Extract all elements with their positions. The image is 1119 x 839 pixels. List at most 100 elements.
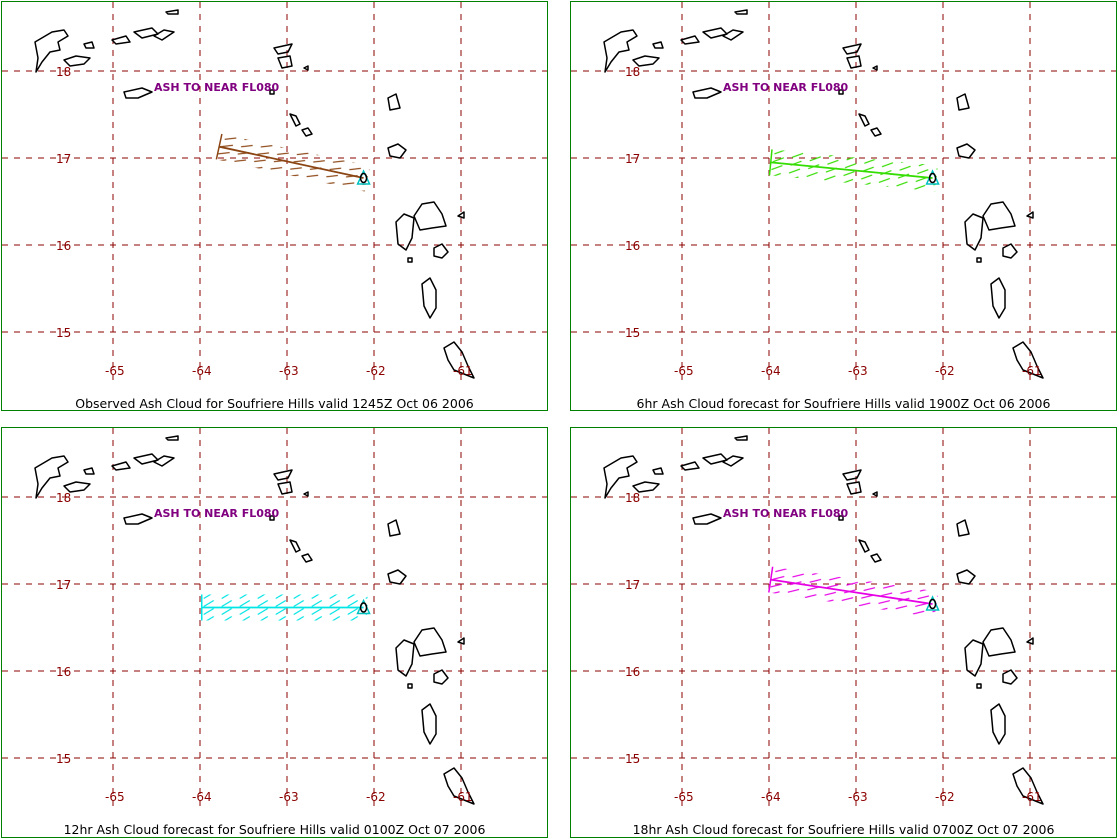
island-puerto-rico-east xyxy=(34,29,69,73)
longitude-label: -62 xyxy=(935,364,955,378)
island-la-desirade xyxy=(1026,211,1034,219)
island-dominica xyxy=(421,277,437,319)
island-martinique xyxy=(1012,341,1044,379)
latitude-label: 15 xyxy=(56,326,71,340)
island-st-martin xyxy=(846,55,862,69)
island-virgin-st-thomas xyxy=(680,461,700,471)
island-st-martin xyxy=(846,481,862,495)
lat-lon-grid xyxy=(571,2,1116,382)
ash-altitude-note: ASH TO NEAR FL080 xyxy=(154,507,280,520)
longitude-label: -61 xyxy=(453,790,473,804)
island-guadeloupe-grande-terre xyxy=(982,627,1016,657)
ash-map-panel-12hr: 18 17 16 15 -65 -64 -63 -62 -61 ASH TO NEAR FL080… xyxy=(1,427,548,838)
ash-cloud-edge xyxy=(768,149,773,176)
island-marie-galante xyxy=(1002,243,1018,259)
longitude-label: -64 xyxy=(192,790,212,804)
island-culebra xyxy=(652,41,664,49)
volcano-marker-icon xyxy=(925,595,940,611)
latitude-labels: 18 17 16 15 xyxy=(56,65,71,340)
longitude-label: -63 xyxy=(848,790,868,804)
island-saba xyxy=(269,515,275,521)
island-culebra xyxy=(83,41,95,49)
island-st-barth xyxy=(303,65,309,71)
longitude-label: -61 xyxy=(1022,790,1042,804)
island-anegada xyxy=(734,9,748,15)
island-guadeloupe-grande-terre xyxy=(413,201,447,231)
island-martinique xyxy=(443,767,475,805)
coastlines xyxy=(603,9,1044,379)
island-marie-galante xyxy=(433,669,449,685)
island-anegada xyxy=(734,435,748,441)
island-culebra xyxy=(652,467,664,475)
island-saba xyxy=(838,89,844,95)
longitude-labels: -65 -64 -63 -62 -61 xyxy=(105,790,473,804)
island-st-barth xyxy=(303,491,309,497)
island-marie-galante xyxy=(433,243,449,259)
longitude-label: -63 xyxy=(279,364,299,378)
island-anguilla xyxy=(842,469,862,481)
longitude-label: -64 xyxy=(192,364,212,378)
panel-caption: 12hr Ash Cloud forecast for Soufriere Hi… xyxy=(63,822,486,837)
island-virgin-bvi-east xyxy=(722,455,744,467)
latitude-label: 18 xyxy=(625,491,640,505)
latitude-labels: 18 17 16 15 xyxy=(625,491,640,766)
longitude-label: -65 xyxy=(674,364,694,378)
island-dominica xyxy=(990,277,1006,319)
island-dominica xyxy=(990,703,1006,745)
ash-altitude-note: ASH TO NEAR FL080 xyxy=(154,81,280,94)
longitude-labels: -65 -64 -63 -62 -61 xyxy=(674,364,1042,378)
coastlines xyxy=(34,435,475,805)
island-st-croix xyxy=(123,87,153,99)
longitude-label: -62 xyxy=(935,790,955,804)
latitude-labels: 18 17 16 15 xyxy=(625,65,640,340)
island-barbuda xyxy=(956,93,970,111)
lat-lon-grid xyxy=(571,428,1116,808)
island-guadeloupe-grande-terre xyxy=(413,627,447,657)
island-nevis xyxy=(870,127,882,137)
ash-altitude-note: ASH TO NEAR FL080 xyxy=(723,507,849,520)
island-antigua xyxy=(387,143,407,159)
longitude-label: -62 xyxy=(366,790,386,804)
longitude-label: -64 xyxy=(761,790,781,804)
latitude-label: 15 xyxy=(625,752,640,766)
island-antigua xyxy=(956,143,976,159)
latitude-label: 16 xyxy=(56,239,71,253)
island-virgin-bvi-east xyxy=(153,29,175,41)
island-virgin-st-thomas xyxy=(111,35,131,45)
island-st-kitts xyxy=(858,539,870,553)
island-guadeloupe-basse-terre xyxy=(395,213,415,251)
island-nevis xyxy=(301,553,313,563)
longitude-label: -61 xyxy=(453,364,473,378)
island-anguilla xyxy=(842,43,862,55)
island-puerto-rico-east xyxy=(603,29,638,73)
island-marie-galante xyxy=(1002,669,1018,685)
latitude-label: 17 xyxy=(56,578,71,592)
longitude-label: -64 xyxy=(761,364,781,378)
latitude-label: 16 xyxy=(625,239,640,253)
island-guadeloupe-basse-terre xyxy=(964,639,984,677)
island-puerto-rico-east xyxy=(34,455,69,499)
latitude-label: 15 xyxy=(625,326,640,340)
island-vieques xyxy=(632,481,660,493)
volcano-marker-icon xyxy=(356,169,371,185)
island-st-kitts xyxy=(289,539,301,553)
island-antigua xyxy=(387,569,407,585)
volcano-marker-icon xyxy=(925,169,940,185)
ash-cloud-axis-line xyxy=(770,161,933,179)
latitude-label: 16 xyxy=(625,665,640,679)
panel-caption: 6hr Ash Cloud forecast for Soufriere Hil… xyxy=(636,396,1051,411)
panel-caption: 18hr Ash Cloud forecast for Soufriere Hi… xyxy=(632,822,1055,837)
latitude-label: 17 xyxy=(625,152,640,166)
longitude-labels: -65 -64 -63 -62 -61 xyxy=(674,790,1042,804)
island-st-croix xyxy=(123,513,153,525)
map-canvas: 18 17 16 15 -65 -64 -63 -62 -61 ASH TO NEAR FL080 xyxy=(2,428,547,808)
island-vieques xyxy=(63,55,91,67)
island-guadeloupe-basse-terre xyxy=(964,213,984,251)
latitude-label: 16 xyxy=(56,665,71,679)
island-st-barth xyxy=(872,65,878,71)
island-vieques xyxy=(632,55,660,67)
island-virgin-bvi-east xyxy=(153,455,175,467)
ash-map-panel-18hr: 18 17 16 15 -65 -64 -63 -62 -61 ASH TO NEAR FL080… xyxy=(570,427,1117,838)
island-anguilla xyxy=(273,469,293,481)
coastlines xyxy=(603,435,1044,805)
